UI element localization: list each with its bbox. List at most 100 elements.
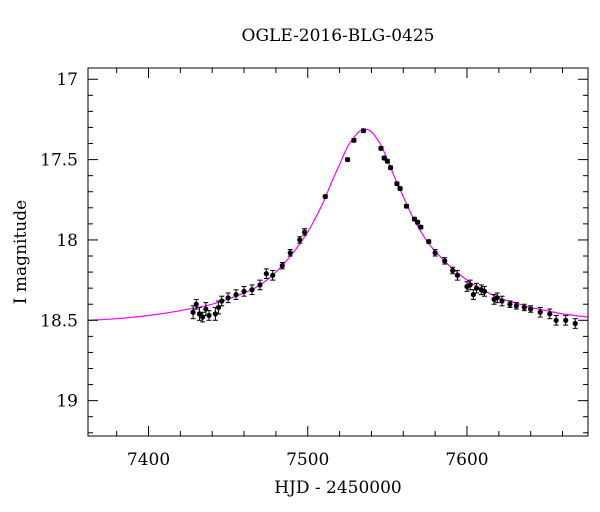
data-point [387, 165, 394, 171]
chart-title: OGLE-2016-BLG-0425 [242, 26, 435, 46]
y-tick-label: 17 [56, 70, 78, 90]
data-marker [193, 301, 199, 307]
x-tick-label: 7400 [127, 450, 170, 470]
data-marker [387, 165, 394, 171]
data-marker [528, 306, 534, 312]
data-marker [394, 181, 400, 187]
data-point [507, 300, 513, 308]
data-point [322, 193, 328, 200]
data-point [297, 236, 303, 244]
data-point [360, 128, 367, 134]
x-tick-label: 7600 [445, 450, 488, 470]
data-point [378, 145, 384, 151]
data-marker [212, 311, 218, 317]
data-marker [360, 128, 367, 134]
data-point [563, 314, 569, 326]
data-point [403, 203, 410, 209]
data-point [394, 181, 400, 187]
data-point [415, 219, 421, 225]
data-marker [257, 282, 263, 288]
data-marker [378, 145, 384, 151]
data-point [263, 268, 269, 280]
data-marker [384, 158, 390, 164]
data-marker [553, 317, 559, 323]
data-point [241, 286, 247, 297]
data-marker [563, 317, 569, 323]
data-point [418, 224, 424, 230]
data-point [432, 249, 438, 257]
data-marker [467, 282, 473, 288]
data-point [301, 228, 308, 236]
data-point [397, 185, 403, 192]
y-tick-label: 17.5 [40, 151, 78, 171]
data-point [513, 302, 519, 310]
data-marker [403, 203, 410, 209]
data-marker [537, 309, 543, 315]
data-marker [442, 258, 448, 264]
data-point [499, 295, 505, 307]
data-point [212, 306, 218, 321]
data-marker [190, 309, 196, 315]
data-point [225, 292, 231, 304]
data-marker [450, 267, 456, 274]
data-point [384, 158, 390, 164]
data-marker [287, 250, 293, 256]
y-tick-label: 18 [56, 231, 78, 251]
data-marker [473, 285, 480, 291]
data-marker [521, 304, 527, 311]
data-marker [415, 219, 421, 225]
model-curve [88, 128, 588, 321]
data-marker [432, 250, 438, 256]
data-point [270, 269, 276, 281]
plot-frame [87, 67, 589, 437]
data-marker [263, 271, 269, 277]
data-point [494, 292, 500, 304]
y-axis-label: I magnitude [11, 200, 31, 304]
data-marker [233, 291, 239, 298]
data-point [547, 308, 553, 320]
data-point [344, 156, 351, 163]
y-tick-label: 18.5 [40, 311, 78, 331]
data-point [454, 269, 461, 281]
x-axis-label: HJD - 2450000 [274, 478, 402, 498]
data-point [470, 289, 476, 300]
data-point [442, 257, 448, 265]
data-point [257, 279, 263, 291]
data-marker [507, 301, 513, 307]
data-point [473, 282, 480, 294]
data-point [521, 303, 527, 312]
data-point [537, 306, 543, 318]
data-point [287, 249, 293, 257]
data-marker [426, 238, 432, 245]
data-marker [344, 156, 351, 163]
data-point [190, 305, 196, 320]
data-marker [297, 237, 303, 243]
data-marker [351, 137, 357, 143]
data-marker [301, 229, 308, 235]
data-marker [397, 185, 403, 192]
data-point [464, 281, 470, 292]
data-marker [547, 311, 553, 317]
data-marker [270, 272, 276, 278]
data-point [478, 284, 484, 296]
data-point [450, 266, 456, 275]
x-tick-label: 7500 [286, 450, 329, 470]
data-point [481, 286, 488, 297]
data-point [528, 305, 534, 313]
data-point [249, 284, 255, 296]
data-point [426, 238, 432, 245]
data-point [553, 314, 559, 326]
y-tick-label: 19 [56, 392, 78, 412]
data-marker [494, 295, 500, 301]
data-point [351, 137, 357, 143]
data-point [233, 289, 239, 300]
data-marker [249, 287, 255, 293]
axis-ticks: 7400 7500 7600 17 17.5 18 18.5 19 [40, 68, 588, 470]
data-marker [322, 193, 328, 200]
data-point [193, 298, 199, 310]
data-marker [499, 298, 505, 304]
data-marker [279, 263, 285, 269]
data-point [572, 318, 578, 329]
data-marker [206, 312, 212, 319]
